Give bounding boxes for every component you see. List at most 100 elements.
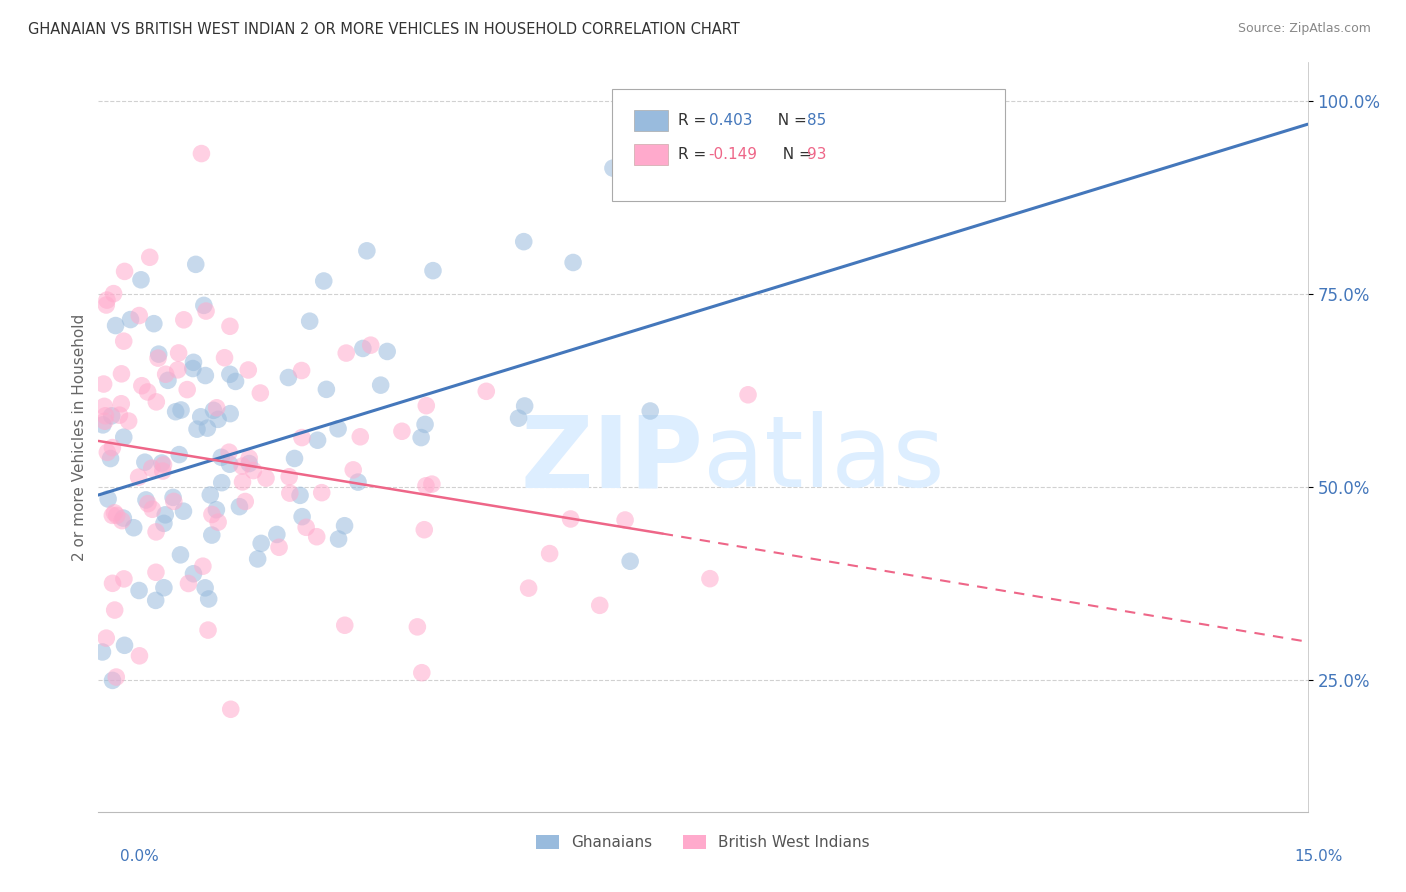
Point <box>101 441 124 455</box>
Point <box>131 378 153 392</box>
Point <box>218 445 240 459</box>
Point <box>291 431 314 445</box>
Point <box>197 591 219 606</box>
Point <box>155 508 177 522</box>
Point <box>231 459 253 474</box>
Point <box>333 518 356 533</box>
Point <box>422 263 444 277</box>
Point <box>326 422 349 436</box>
Point <box>194 581 217 595</box>
Point <box>218 457 240 471</box>
Point <box>219 319 242 334</box>
Point <box>312 274 335 288</box>
Point <box>638 404 661 418</box>
Point <box>146 351 169 365</box>
Point <box>191 559 214 574</box>
Point <box>266 527 288 541</box>
Text: R =: R = <box>678 113 711 128</box>
Point <box>141 502 163 516</box>
Point <box>513 399 536 413</box>
Point <box>413 523 436 537</box>
Point <box>513 235 536 249</box>
Point <box>214 351 236 365</box>
Point <box>96 445 118 459</box>
Point <box>135 492 157 507</box>
Point <box>205 401 228 415</box>
Point <box>111 514 134 528</box>
Point <box>201 508 224 522</box>
Point <box>94 409 117 423</box>
Point <box>238 457 260 471</box>
Point <box>145 524 167 539</box>
Point <box>328 532 350 546</box>
Point <box>101 508 124 523</box>
Point <box>246 552 269 566</box>
Point <box>184 257 207 271</box>
Point <box>195 304 218 318</box>
Y-axis label: 2 or more Vehicles in Household: 2 or more Vehicles in Household <box>72 313 87 561</box>
Point <box>538 547 561 561</box>
Point <box>335 346 357 360</box>
Point <box>347 475 370 489</box>
Point <box>104 318 127 333</box>
Point <box>186 422 208 436</box>
Point <box>415 399 437 413</box>
Point <box>91 645 114 659</box>
Point <box>183 355 205 369</box>
Point <box>93 377 115 392</box>
Point <box>413 417 436 432</box>
Point <box>207 412 229 426</box>
Point <box>295 520 318 534</box>
Point <box>190 409 212 424</box>
Point <box>475 384 498 399</box>
Point <box>142 317 165 331</box>
Point <box>333 618 356 632</box>
Point <box>763 171 786 186</box>
Point <box>128 583 150 598</box>
Point <box>141 461 163 475</box>
Point <box>96 293 118 307</box>
Point <box>288 488 311 502</box>
Point <box>411 665 433 680</box>
Point <box>181 361 204 376</box>
Point <box>391 424 413 438</box>
Point <box>134 455 156 469</box>
Point <box>682 94 704 108</box>
Point <box>375 344 398 359</box>
Point <box>517 581 540 595</box>
Text: 0.0%: 0.0% <box>120 849 159 863</box>
Point <box>96 298 118 312</box>
Text: 85: 85 <box>807 113 827 128</box>
Point <box>190 146 212 161</box>
Point <box>406 620 429 634</box>
Point <box>249 386 271 401</box>
Point <box>211 475 233 490</box>
Point <box>619 554 641 568</box>
Point <box>183 566 205 581</box>
Point <box>129 273 152 287</box>
Point <box>162 491 184 505</box>
Point <box>136 497 159 511</box>
Point <box>114 264 136 278</box>
Text: R =: R = <box>678 147 711 161</box>
Point <box>96 631 118 645</box>
Point <box>233 494 256 508</box>
Point <box>311 485 333 500</box>
Point <box>560 512 582 526</box>
Text: GHANAIAN VS BRITISH WEST INDIAN 2 OR MORE VEHICLES IN HOUSEHOLD CORRELATION CHAR: GHANAIAN VS BRITISH WEST INDIAN 2 OR MOR… <box>28 22 740 37</box>
Point <box>242 464 264 478</box>
Point <box>101 576 124 591</box>
Point <box>166 363 188 377</box>
Point <box>193 298 215 312</box>
Point <box>101 673 124 688</box>
Point <box>207 515 229 529</box>
Point <box>139 250 162 264</box>
Point <box>291 363 314 377</box>
Point <box>155 368 177 382</box>
Point <box>562 255 585 269</box>
Point <box>699 572 721 586</box>
Point <box>231 475 253 489</box>
Point <box>508 411 530 425</box>
Point <box>737 388 759 402</box>
Point <box>219 407 242 421</box>
